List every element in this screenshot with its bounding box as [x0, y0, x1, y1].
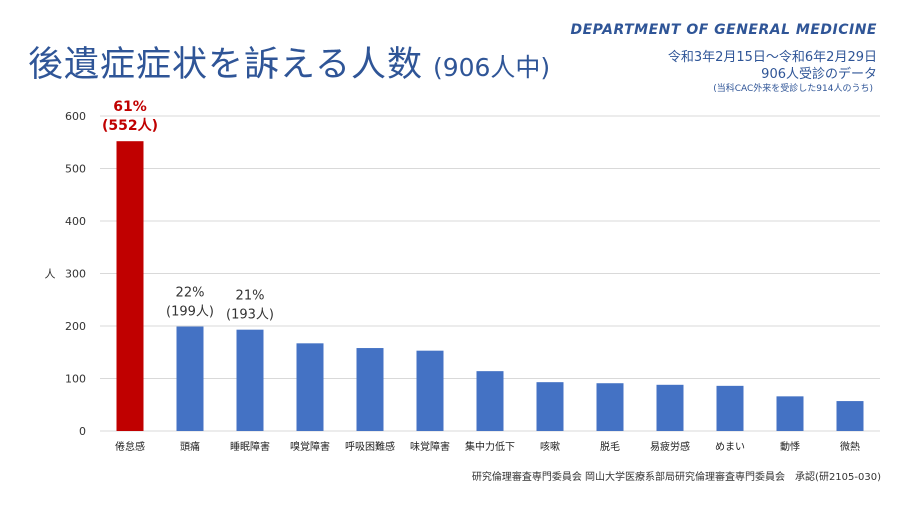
- annotation-count: (552人): [102, 117, 158, 134]
- category-label: 微熱: [840, 440, 860, 453]
- period-label: 令和3年2月15日～令和6年2月29日: [667, 50, 877, 65]
- bar-1: [176, 326, 204, 431]
- category-label: 味覚障害: [410, 440, 450, 453]
- page-title: 後遺症症状を訴える人数 (906人中): [28, 36, 550, 87]
- bar-6: [476, 371, 504, 431]
- category-label: 咳嗽: [540, 440, 560, 453]
- category-label: 倦怠感: [115, 440, 145, 453]
- category-label: めまい: [715, 441, 745, 453]
- category-label: 頭痛: [180, 440, 200, 453]
- y-tick-label: 400: [65, 215, 86, 228]
- title-sub: (906人中): [432, 53, 551, 82]
- category-label: 睡眠障害: [230, 440, 270, 453]
- category-label: 集中力低下: [465, 440, 515, 453]
- bar-2: [236, 329, 264, 431]
- bar-11: [776, 396, 804, 431]
- y-axis-label: 人: [45, 268, 56, 281]
- bar-10: [716, 385, 744, 431]
- bar-5: [416, 350, 444, 431]
- category-label: 呼吸困難感: [345, 440, 395, 453]
- y-tick-label: 300: [65, 268, 86, 281]
- annotation-count: (193人): [226, 308, 274, 323]
- y-tick-label: 100: [65, 373, 86, 386]
- y-tick-label: 200: [65, 320, 86, 333]
- bar-7: [536, 382, 564, 431]
- bar-4: [356, 348, 384, 431]
- annotation-percent: 22%: [176, 286, 205, 301]
- subjects-label: 906人受診のデータ: [761, 67, 877, 82]
- bar-0: [116, 141, 144, 431]
- annotation-percent: 61%: [113, 99, 147, 115]
- category-label: 嗅覚障害: [290, 440, 330, 453]
- bar-12: [836, 401, 864, 431]
- category-label: 脱毛: [600, 440, 620, 453]
- title-main: 後遺症症状を訴える人数: [28, 45, 423, 85]
- bar-8: [596, 383, 624, 431]
- note-label: (当科CAC外来を受診した914人のうち): [713, 84, 873, 94]
- annotation-count: (199人): [166, 305, 214, 320]
- y-tick-label: 600: [65, 110, 86, 123]
- ethics-approval: 研究倫理審査専門委員会 岡山大学医療系部局研究倫理審査専門委員会 承認(研210…: [471, 472, 881, 483]
- category-label: 易疲労感: [650, 440, 690, 453]
- annotation-percent: 21%: [236, 289, 265, 304]
- bar-9: [656, 384, 684, 431]
- y-tick-label: 0: [79, 425, 86, 438]
- category-label: 動悸: [780, 440, 800, 453]
- y-tick-label: 500: [65, 163, 86, 176]
- department-label: DEPARTMENT OF GENERAL MEDICINE: [570, 22, 877, 38]
- bar-3: [296, 343, 324, 431]
